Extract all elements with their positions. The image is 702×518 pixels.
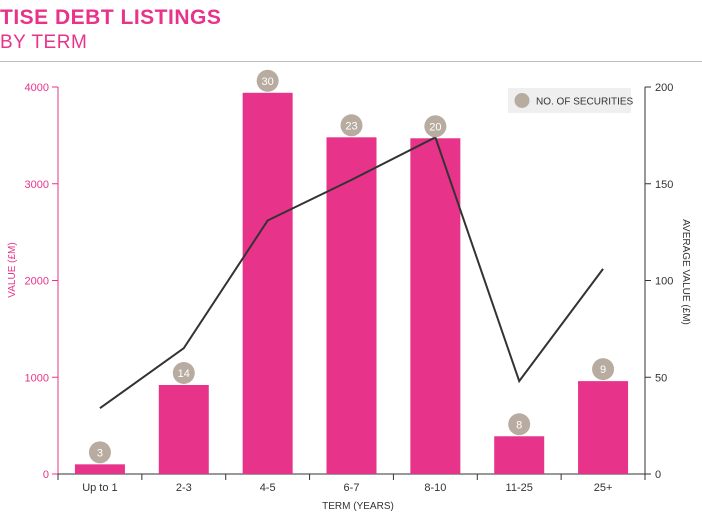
badge-label: 3 [97, 447, 103, 459]
x-axis-title: TERM (YEARS) [322, 501, 394, 512]
badge-label: 9 [600, 364, 606, 376]
bar [158, 384, 209, 474]
y-tick-label: 4000 [25, 82, 49, 94]
badge-label: 8 [516, 419, 522, 431]
legend-marker [514, 93, 530, 108]
x-tick-label: 6-7 [344, 482, 360, 494]
title-divider [0, 61, 702, 62]
legend-label: NO. OF SECURITIES [536, 97, 634, 108]
y2-tick-label: 100 [655, 276, 673, 288]
bar [578, 381, 629, 474]
y2-tick-label: 200 [655, 82, 673, 94]
bar [242, 92, 293, 475]
badge-label: 23 [345, 120, 357, 132]
x-tick-label: 2-3 [176, 482, 192, 494]
badge-circle [340, 114, 363, 137]
badge-label: 14 [178, 368, 190, 380]
y-axis-title: VALUE (£M) [7, 242, 18, 297]
securities-badge: 14 [172, 361, 195, 384]
y-tick-label: 2000 [25, 276, 49, 288]
bar [326, 137, 377, 474]
bar [494, 436, 545, 474]
securities-badge: 9 [592, 358, 615, 381]
y-tick-label: 3000 [25, 179, 49, 191]
bar [410, 138, 461, 474]
line-group [99, 135, 604, 410]
badge-circle [88, 441, 111, 464]
securities-badge: 8 [508, 413, 531, 436]
chart-title: TISE DEBT LISTINGS [0, 6, 222, 29]
badge-label: 20 [429, 121, 441, 133]
y2-tick-label: 0 [655, 469, 661, 481]
y2-axis-title: AVERAGE VALUE (£M) [680, 219, 691, 325]
badge-circle [256, 69, 279, 92]
bar [74, 464, 125, 474]
securities-badge: 30 [256, 69, 279, 92]
securities-badge: 20 [424, 115, 447, 138]
y2-tick-label: 50 [655, 372, 667, 384]
badge-label: 30 [262, 76, 274, 88]
x-tick-label: 11-25 [506, 482, 533, 494]
chart-subtitle: BY TERM [0, 32, 88, 53]
bars-group [74, 92, 629, 475]
securities-badge: 23 [340, 114, 363, 137]
badge-circle [424, 115, 447, 138]
x-tick-label: 25+ [594, 482, 613, 494]
x-tick-label: Up to 1 [82, 482, 117, 494]
x-tick-label: 4-5 [260, 482, 276, 494]
securities-badge: 3 [88, 441, 111, 464]
legend: NO. OF SECURITIES [508, 88, 634, 113]
average-value-line [99, 135, 604, 410]
badge-circle [592, 358, 615, 381]
badge-circle [172, 361, 195, 384]
x-tick-label: 8-10 [424, 482, 446, 494]
y2-tick-label: 150 [655, 179, 673, 191]
badge-circle [508, 413, 531, 436]
badges-group: 3 14 30 23 20 8 9 [88, 69, 615, 464]
y-tick-label: 1000 [25, 372, 49, 384]
y-tick-label: 0 [43, 469, 49, 481]
